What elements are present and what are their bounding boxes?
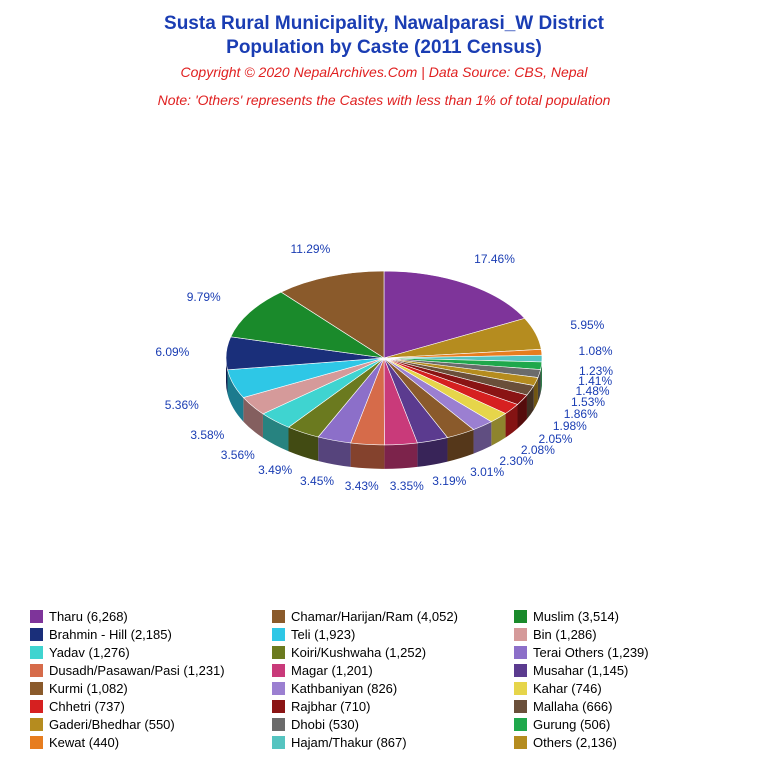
legend-swatch: [30, 610, 43, 623]
legend-swatch: [272, 628, 285, 641]
legend-label: Tharu (6,268): [49, 609, 128, 624]
legend-item: Gurung (506): [514, 717, 738, 732]
legend-swatch: [30, 736, 43, 749]
legend-label: Terai Others (1,239): [533, 645, 649, 660]
legend-label: Kurmi (1,082): [49, 681, 128, 696]
legend-item: Chamar/Harijan/Ram (4,052): [272, 609, 496, 624]
pie-percent-label: 17.46%: [474, 252, 515, 266]
legend-label: Kahar (746): [533, 681, 602, 696]
legend-swatch: [272, 700, 285, 713]
title-line1: Susta Rural Municipality, Nawalparasi_W …: [20, 12, 748, 36]
legend-item: Hajam/Thakur (867): [272, 735, 496, 750]
pie-percent-label: 2.30%: [499, 454, 533, 468]
legend-swatch: [30, 628, 43, 641]
pie-side: [384, 443, 417, 469]
legend-item: Gaderi/Bhedhar (550): [30, 717, 254, 732]
legend-swatch: [272, 610, 285, 623]
legend-label: Chamar/Harijan/Ram (4,052): [291, 609, 458, 624]
legend-label: Teli (1,923): [291, 627, 355, 642]
chart-container: Susta Rural Municipality, Nawalparasi_W …: [0, 0, 768, 768]
legend-item: Brahmin - Hill (2,185): [30, 627, 254, 642]
legend-swatch: [30, 700, 43, 713]
legend-item: Kewat (440): [30, 735, 254, 750]
legend-item: Kahar (746): [514, 681, 738, 696]
legend-item: Kurmi (1,082): [30, 681, 254, 696]
pie-percent-label: 9.79%: [187, 290, 221, 304]
legend-item: Dhobi (530): [272, 717, 496, 732]
legend-label: Brahmin - Hill (2,185): [49, 627, 172, 642]
pie-percent-label: 5.95%: [570, 318, 604, 332]
legend-swatch: [514, 700, 527, 713]
legend-label: Kathbaniyan (826): [291, 681, 397, 696]
legend-item: Kathbaniyan (826): [272, 681, 496, 696]
legend-swatch: [514, 610, 527, 623]
legend-label: Gaderi/Bhedhar (550): [49, 717, 175, 732]
legend-swatch: [514, 664, 527, 677]
legend-swatch: [30, 664, 43, 677]
pie-chart: 17.46%5.95%1.08%1.23%1.41%1.48%1.53%1.86…: [214, 188, 554, 528]
legend-swatch: [514, 736, 527, 749]
legend-label: Koiri/Kushwaha (1,252): [291, 645, 426, 660]
legend-label: Magar (1,201): [291, 663, 373, 678]
legend-label: Rajbhar (710): [291, 699, 371, 714]
pie-percent-label: 5.36%: [165, 398, 199, 412]
pie-chart-area: 17.46%5.95%1.08%1.23%1.41%1.48%1.53%1.86…: [20, 108, 748, 610]
legend-item: Magar (1,201): [272, 663, 496, 678]
pie-percent-label: 1.08%: [579, 344, 613, 358]
copyright-line: Copyright © 2020 NepalArchives.Com | Dat…: [20, 64, 748, 80]
legend-label: Hajam/Thakur (867): [291, 735, 407, 750]
pie-percent-label: 3.45%: [300, 474, 334, 488]
legend-item: Musahar (1,145): [514, 663, 738, 678]
legend-swatch: [272, 718, 285, 731]
legend-label: Gurung (506): [533, 717, 610, 732]
pie-percent-label: 6.09%: [155, 345, 189, 359]
legend-item: Teli (1,923): [272, 627, 496, 642]
legend-item: Rajbhar (710): [272, 699, 496, 714]
legend-item: Tharu (6,268): [30, 609, 254, 624]
note-line: Note: 'Others' represents the Castes wit…: [20, 92, 748, 108]
legend-label: Yadav (1,276): [49, 645, 130, 660]
legend-label: Others (2,136): [533, 735, 617, 750]
legend-swatch: [514, 682, 527, 695]
legend-swatch: [514, 628, 527, 641]
legend-item: Bin (1,286): [514, 627, 738, 642]
pie-percent-label: 3.43%: [345, 479, 379, 493]
legend-swatch: [272, 664, 285, 677]
legend-item: Yadav (1,276): [30, 645, 254, 660]
legend-swatch: [272, 736, 285, 749]
legend-swatch: [272, 646, 285, 659]
pie-percent-label: 3.01%: [470, 465, 504, 479]
legend-label: Bin (1,286): [533, 627, 597, 642]
pie-side: [351, 443, 385, 469]
legend-label: Mallaha (666): [533, 699, 613, 714]
legend-label: Muslim (3,514): [533, 609, 619, 624]
legend-item: Koiri/Kushwaha (1,252): [272, 645, 496, 660]
legend-item: Terai Others (1,239): [514, 645, 738, 660]
legend-label: Musahar (1,145): [533, 663, 628, 678]
legend-label: Dhobi (530): [291, 717, 359, 732]
legend-swatch: [30, 682, 43, 695]
chart-title: Susta Rural Municipality, Nawalparasi_W …: [20, 12, 748, 60]
legend-item: Chhetri (737): [30, 699, 254, 714]
legend-item: Muslim (3,514): [514, 609, 738, 624]
title-line2: Population by Caste (2011 Census): [20, 36, 748, 60]
legend-swatch: [30, 646, 43, 659]
legend-item: Dusadh/Pasawan/Pasi (1,231): [30, 663, 254, 678]
legend-swatch: [514, 718, 527, 731]
legend-label: Chhetri (737): [49, 699, 125, 714]
legend-item: Others (2,136): [514, 735, 738, 750]
pie-percent-label: 3.58%: [190, 428, 224, 442]
legend-swatch: [272, 682, 285, 695]
legend-item: Mallaha (666): [514, 699, 738, 714]
legend-label: Kewat (440): [49, 735, 119, 750]
pie-percent-label: 3.35%: [390, 479, 424, 493]
legend-swatch: [514, 646, 527, 659]
pie-percent-label: 3.56%: [221, 448, 255, 462]
pie-percent-label: 3.49%: [258, 463, 292, 477]
legend-swatch: [30, 718, 43, 731]
chart-legend: Tharu (6,268) Chamar/Harijan/Ram (4,052) M…: [20, 609, 748, 756]
pie-percent-label: 3.19%: [432, 474, 466, 488]
legend-label: Dusadh/Pasawan/Pasi (1,231): [49, 663, 225, 678]
pie-percent-label: 11.29%: [290, 242, 330, 256]
